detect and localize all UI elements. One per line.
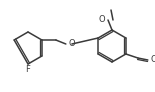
Text: F: F — [26, 64, 30, 74]
Text: O: O — [69, 39, 75, 48]
Text: O: O — [151, 55, 155, 64]
Text: O: O — [98, 15, 105, 24]
